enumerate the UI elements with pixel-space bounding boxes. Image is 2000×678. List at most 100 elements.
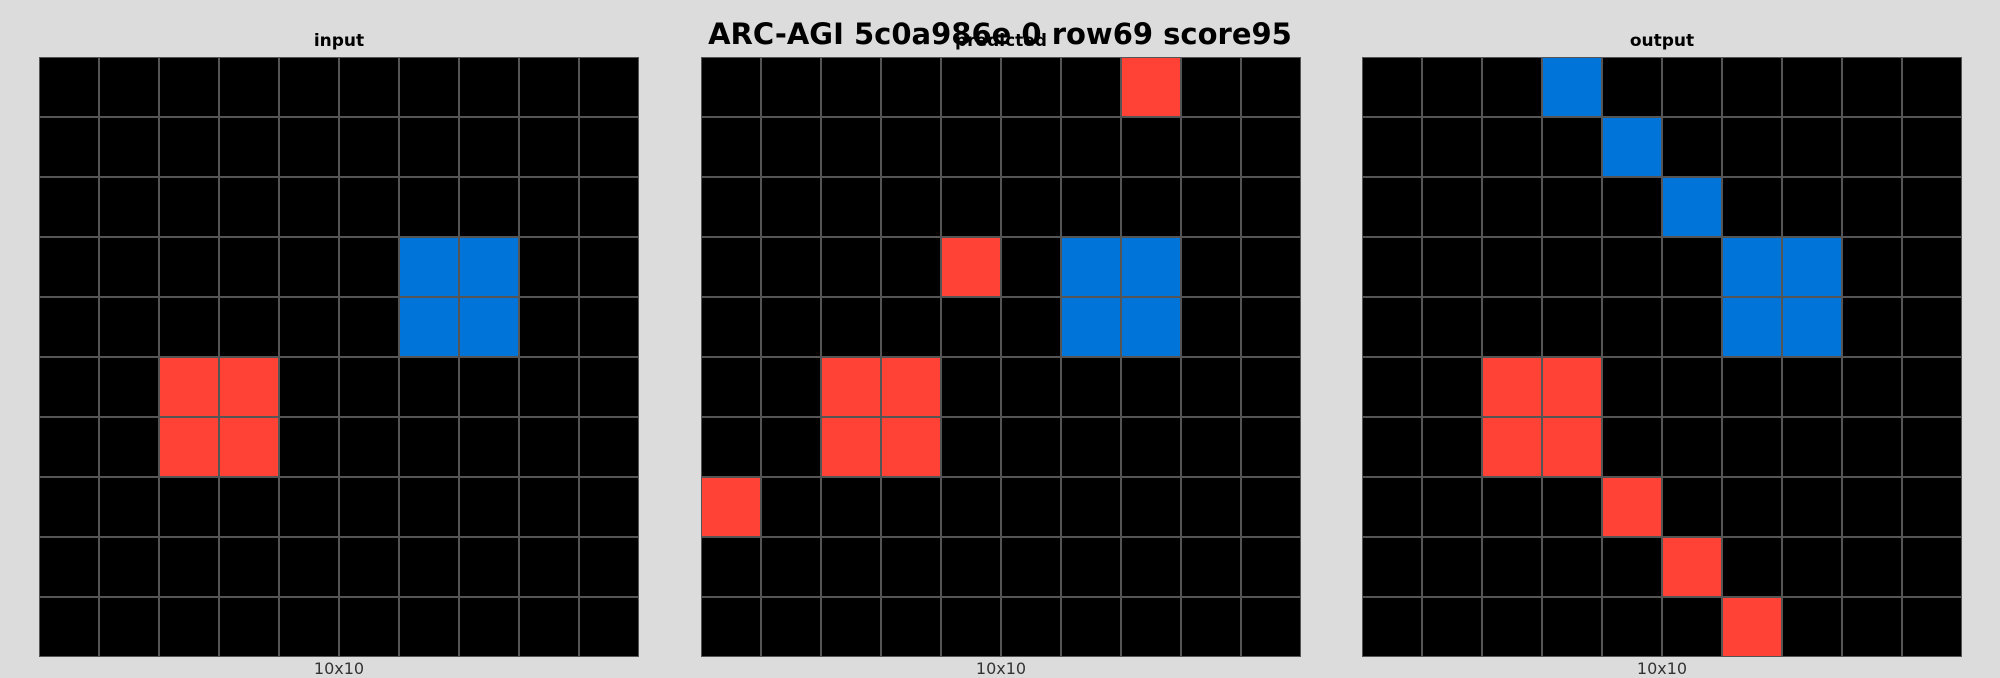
input-cell xyxy=(460,118,518,176)
output-cell xyxy=(1903,118,1961,176)
output-cell xyxy=(1423,538,1481,596)
output-cell xyxy=(1723,478,1781,536)
output-cell xyxy=(1363,598,1421,656)
output-cell xyxy=(1363,178,1421,236)
input-cell xyxy=(580,298,638,356)
input-cell xyxy=(340,418,398,476)
output-cell xyxy=(1783,538,1841,596)
output-cell xyxy=(1543,598,1601,656)
input-cell xyxy=(580,478,638,536)
output-cell xyxy=(1363,118,1421,176)
output-cell xyxy=(1723,118,1781,176)
predicted-cell xyxy=(702,598,760,656)
predicted-cell xyxy=(942,298,1000,356)
input-cell xyxy=(160,478,218,536)
input-cell xyxy=(40,238,98,296)
input-cell xyxy=(580,58,638,116)
predicted-cell xyxy=(762,238,820,296)
input-cell xyxy=(340,118,398,176)
input-cell xyxy=(160,358,218,416)
predicted-cell xyxy=(942,598,1000,656)
input-cell xyxy=(520,238,578,296)
predicted-cell xyxy=(882,298,940,356)
predicted-cell xyxy=(1062,58,1120,116)
output-cell xyxy=(1423,418,1481,476)
output-cell xyxy=(1483,178,1541,236)
output-cell xyxy=(1663,178,1721,236)
output-cell xyxy=(1423,58,1481,116)
predicted-cell xyxy=(762,298,820,356)
input-panel-title: input xyxy=(313,31,365,51)
input-cell xyxy=(280,178,338,236)
predicted-cell xyxy=(942,118,1000,176)
output-cell xyxy=(1663,298,1721,356)
output-panel-title: output xyxy=(1629,31,1695,51)
page-title: ARC-AGI 5c0a986e 0 row69 score95 xyxy=(708,17,1292,51)
output-cell xyxy=(1483,598,1541,656)
predicted-cell xyxy=(1002,298,1060,356)
output-cell xyxy=(1363,358,1421,416)
output-cell xyxy=(1783,178,1841,236)
output-cell xyxy=(1843,238,1901,296)
input-cell xyxy=(100,238,158,296)
predicted-cell xyxy=(822,598,880,656)
predicted-cell xyxy=(762,58,820,116)
input-cell xyxy=(220,358,278,416)
predicted-cell xyxy=(822,238,880,296)
input-cell xyxy=(40,538,98,596)
input-cell xyxy=(280,418,338,476)
output-cell xyxy=(1843,538,1901,596)
input-cell xyxy=(460,238,518,296)
output-cell xyxy=(1723,358,1781,416)
input-cell xyxy=(100,418,158,476)
output-cell xyxy=(1423,178,1481,236)
predicted-cell xyxy=(1242,178,1300,236)
output-cell xyxy=(1843,178,1901,236)
output-cell xyxy=(1603,418,1661,476)
output-cell xyxy=(1603,238,1661,296)
input-cell xyxy=(340,238,398,296)
output-cell xyxy=(1603,298,1661,356)
input-cell xyxy=(220,178,278,236)
output-cell xyxy=(1783,118,1841,176)
input-cell xyxy=(580,598,638,656)
predicted-cell xyxy=(762,178,820,236)
predicted-cell xyxy=(1122,478,1180,536)
output-cell xyxy=(1843,358,1901,416)
input-cell xyxy=(100,298,158,356)
input-cell xyxy=(40,298,98,356)
output-cell xyxy=(1843,598,1901,656)
predicted-cell xyxy=(1122,358,1180,416)
output-cell xyxy=(1843,418,1901,476)
predicted-cell xyxy=(1242,118,1300,176)
predicted-cell xyxy=(822,58,880,116)
output-cell xyxy=(1543,178,1601,236)
input-cell xyxy=(460,298,518,356)
input-panel-caption: 10x10 xyxy=(313,659,365,678)
input-cell xyxy=(220,298,278,356)
input-cell xyxy=(280,118,338,176)
output-cell xyxy=(1603,598,1661,656)
input-cell xyxy=(520,298,578,356)
input-cell xyxy=(340,598,398,656)
output-cell xyxy=(1663,418,1721,476)
predicted-cell xyxy=(1242,418,1300,476)
input-cell xyxy=(520,118,578,176)
output-cell xyxy=(1723,598,1781,656)
output-cell xyxy=(1783,478,1841,536)
predicted-cell xyxy=(1122,58,1180,116)
input-cell xyxy=(100,118,158,176)
output-cell xyxy=(1843,298,1901,356)
input-cell xyxy=(400,418,458,476)
input-cell xyxy=(280,238,338,296)
input-cell xyxy=(520,418,578,476)
output-cell xyxy=(1423,118,1481,176)
predicted-cell xyxy=(1182,238,1240,296)
output-cell xyxy=(1363,58,1421,116)
output-cell xyxy=(1543,298,1601,356)
input-cell xyxy=(400,178,458,236)
output-cell xyxy=(1723,58,1781,116)
output-cell xyxy=(1483,238,1541,296)
predicted-cell xyxy=(1002,238,1060,296)
input-cell xyxy=(460,598,518,656)
